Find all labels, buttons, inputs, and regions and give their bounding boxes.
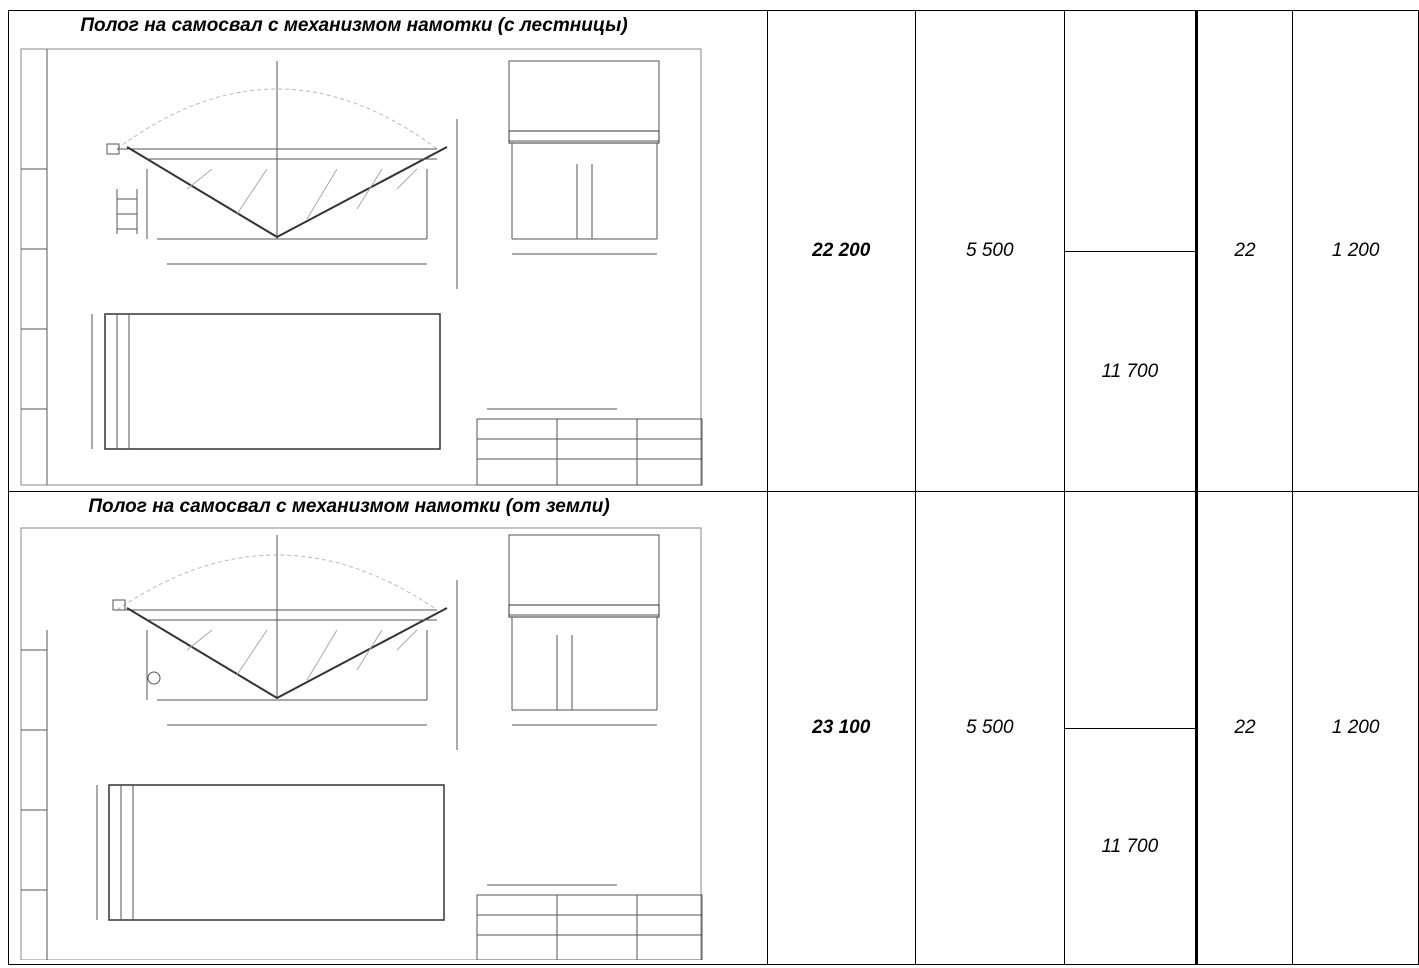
value-cell: 22 [1194, 491, 1294, 965]
value-cell: 1 200 [1292, 10, 1419, 492]
split-cell: 11 700 [1064, 10, 1197, 492]
table-row: Полог на самосвал с механизмом намотки (… [8, 10, 1419, 492]
technical-drawing [20, 527, 703, 960]
price-cell: 22 200 [766, 10, 916, 492]
value-cell: 5 500 [914, 491, 1066, 965]
product-title: Полог на самосвал с механизмом намотки (… [88, 496, 610, 517]
drawing-cell: Полог на самосвал с механизмом намотки (… [8, 491, 768, 965]
value-cell: 11 700 [1101, 360, 1159, 382]
table-row: Полог на самосвал с механизмом намотки (… [8, 491, 1419, 965]
price-cell: 23 100 [766, 491, 916, 965]
drawing-cell: Полог на самосвал с механизмом намотки (… [8, 10, 768, 492]
value-cell: 22 [1194, 10, 1294, 492]
value-cell: 5 500 [914, 10, 1066, 492]
value-cell: 11 700 [1101, 835, 1159, 857]
product-title: Полог на самосвал с механизмом намотки (… [80, 15, 628, 36]
price-table: Полог на самосвал с механизмом намотки (… [8, 10, 1419, 965]
value-cell: 1 200 [1292, 491, 1419, 965]
technical-drawing [20, 48, 703, 486]
split-cell: 11 700 [1064, 491, 1197, 965]
